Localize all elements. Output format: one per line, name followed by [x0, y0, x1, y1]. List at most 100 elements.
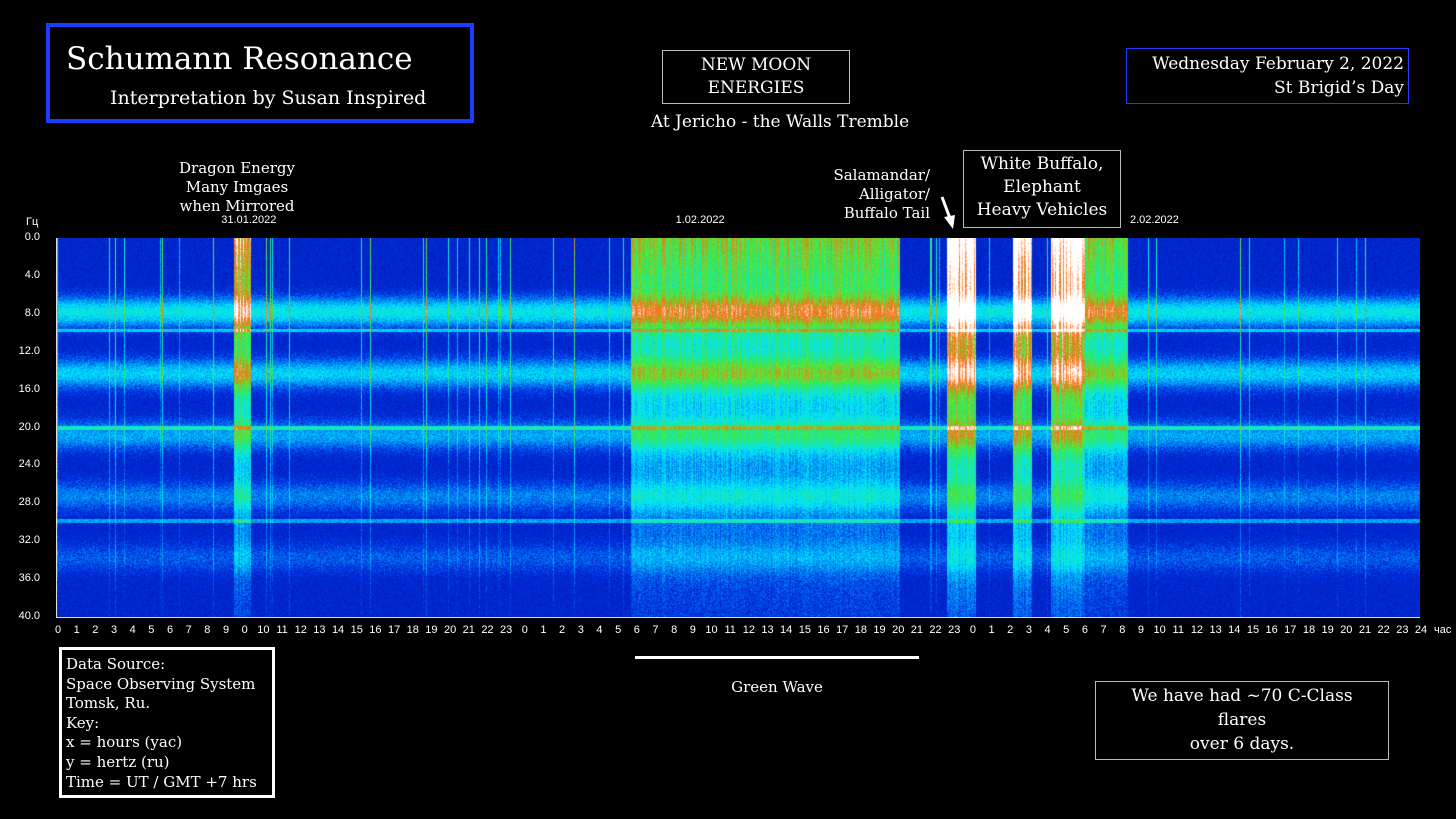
- x-tick-label: 15: [1246, 624, 1260, 636]
- dragon-annotation: Dragon Energy Many Imgaes when Mirrored: [152, 159, 322, 216]
- x-tick-label: 11: [276, 624, 288, 636]
- y-axis-unit: Гц: [26, 216, 39, 228]
- x-tick-label: 0: [521, 624, 528, 636]
- x-tick-label: 22: [1377, 624, 1390, 636]
- x-tick-label: 16: [1265, 624, 1278, 636]
- salamander-annotation: Salamandar/ Alligator/ Buffalo Tail: [800, 166, 930, 223]
- x-tick-label: 5: [148, 624, 155, 636]
- x-tick-label: 19: [873, 624, 886, 636]
- annotation-line: Elephant: [1003, 177, 1081, 197]
- moon-line: ENERGIES: [707, 78, 805, 98]
- flare-line: flares: [1217, 710, 1267, 730]
- x-tick-label: 3: [110, 624, 118, 636]
- date-line: Wednesday February 2, 2022: [1152, 54, 1404, 74]
- source-line: Time = UT / GMT +7 hrs: [66, 772, 257, 791]
- holiday-line: St Brigid’s Day: [1273, 78, 1404, 98]
- x-tick-label: 4: [129, 624, 136, 636]
- date-box: Wednesday February 2, 2022 St Brigid’s D…: [1126, 48, 1409, 104]
- x-tick-label: 6: [1081, 624, 1088, 636]
- page-title: Schumann Resonance: [66, 41, 413, 77]
- annotation-line: White Buffalo,: [980, 154, 1104, 174]
- y-tick-label: 32.0: [18, 534, 40, 547]
- x-tick-label: 11: [724, 624, 736, 636]
- x-tick-label: 21: [910, 624, 923, 636]
- x-tick-label: 3: [577, 624, 584, 636]
- x-tick-label: 23: [948, 624, 961, 636]
- source-line: Tomsk, Ru.: [66, 694, 151, 713]
- x-tick-label: 20: [443, 624, 457, 636]
- x-tick-label: 5: [1063, 624, 1070, 636]
- x-tick-label: 6: [166, 624, 174, 636]
- x-tick-label: 18: [854, 624, 867, 636]
- x-tick-label: 13: [313, 624, 326, 636]
- title-box: Schumann Resonance Interpretation by Sus…: [46, 23, 474, 123]
- x-tick-label: 24: [1414, 624, 1428, 636]
- y-tick-label: 24.0: [18, 458, 40, 471]
- x-tick-label: 0: [969, 624, 976, 636]
- annotation-line: Salamandar/: [833, 166, 930, 184]
- x-tick-label: 2: [1007, 624, 1014, 636]
- x-tick-label: 2: [559, 624, 566, 636]
- y-tick-label: 36.0: [18, 572, 40, 585]
- x-tick-label: 17: [836, 624, 849, 636]
- x-tick-label: 19: [425, 624, 438, 636]
- x-tick-label: 7: [1100, 624, 1107, 636]
- x-tick-label: 21: [462, 624, 475, 636]
- x-tick-label: 13: [761, 624, 774, 636]
- x-axis-unit: час: [1434, 624, 1452, 636]
- source-box: Data Source: Space Observing System Toms…: [59, 647, 275, 798]
- x-tick-label: 12: [1190, 624, 1204, 636]
- day-label: 31.01.2022: [221, 214, 277, 226]
- day-label: 1.02.2022: [675, 214, 725, 226]
- x-tick-label: 8: [671, 624, 678, 636]
- green-wave-label: Green Wave: [731, 678, 823, 696]
- buffalo-annotation: White Buffalo, Elephant Heavy Vehicles: [963, 150, 1121, 228]
- moon-line: NEW MOON: [700, 55, 812, 75]
- x-tick-label: 13: [1209, 624, 1222, 636]
- source-line: y = hertz (ru): [66, 752, 170, 771]
- x-tick-label: 7: [652, 624, 659, 636]
- x-tick-label: 0: [241, 624, 248, 636]
- x-tick-label: 10: [257, 624, 270, 636]
- flare-box: We have had ~70 C-Class flares over 6 da…: [1095, 681, 1389, 760]
- annotation-line: Alligator/: [858, 185, 930, 203]
- x-tick-label: 17: [387, 624, 401, 636]
- tagline: At Jericho - the Walls Tremble: [650, 112, 910, 132]
- x-tick-label: 18: [406, 624, 419, 636]
- x-tick-label: 12: [742, 624, 755, 636]
- x-tick-label: 20: [1340, 624, 1353, 636]
- y-tick-label: 20.0: [18, 420, 40, 433]
- x-tick-label: 12: [294, 624, 307, 636]
- x-tick-label: 1: [540, 624, 547, 636]
- source-line: x = hours (yac): [66, 733, 183, 752]
- x-tick-label: 15: [350, 624, 363, 636]
- annotation-line: Heavy Vehicles: [976, 200, 1108, 220]
- x-tick-label: 18: [1302, 624, 1316, 636]
- x-tick-label: 23: [1396, 624, 1409, 636]
- x-tick-label: 22: [929, 624, 942, 636]
- source-line: Data Source:: [66, 655, 166, 673]
- spectrogram: [56, 238, 1420, 618]
- y-tick-label: 40.0: [18, 610, 40, 622]
- x-tick-label: 8: [204, 624, 211, 636]
- y-tick-label: 4.0: [24, 268, 40, 281]
- x-tick-label: 19: [1321, 624, 1334, 636]
- green-wave-line: [635, 656, 919, 659]
- annotation-line: Buffalo Tail: [843, 204, 930, 222]
- y-tick-label: 8.0: [24, 306, 40, 319]
- x-tick-label: 16: [817, 624, 830, 636]
- x-tick-label: 10: [705, 624, 718, 636]
- x-tick-label: 14: [780, 624, 793, 636]
- x-tick-label: 14: [331, 624, 345, 636]
- source-line: Space Observing System: [66, 674, 256, 693]
- x-tick-label: 4: [596, 624, 603, 636]
- x-tick-label: 7: [185, 624, 192, 636]
- x-tick-label: 9: [1137, 624, 1144, 636]
- flare-line: over 6 days.: [1189, 734, 1295, 754]
- x-tick-label: 5: [615, 624, 622, 636]
- flare-line: We have had ~70 C-Class: [1131, 686, 1353, 706]
- annotation-line: Many Imgaes: [185, 178, 289, 196]
- x-tick-label: 23: [499, 624, 513, 636]
- x-tick-label: 14: [1228, 624, 1241, 636]
- x-tick-label: 16: [369, 624, 382, 636]
